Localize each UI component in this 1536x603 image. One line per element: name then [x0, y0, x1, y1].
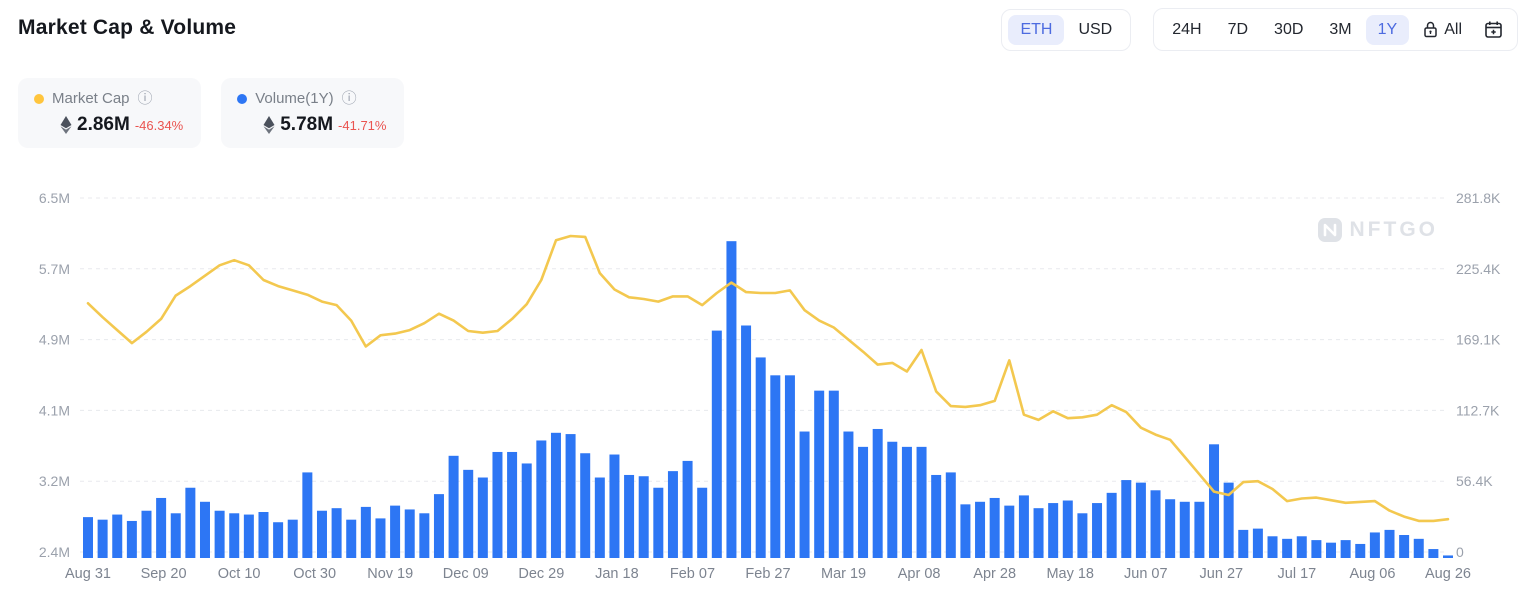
currency-usd-button[interactable]: USD: [1066, 15, 1124, 45]
legend-card-volume: Volume(1Y) ⓘ 5.78M -41.71%: [221, 78, 405, 148]
currency-eth-button[interactable]: ETH: [1008, 14, 1065, 45]
range-1y-button[interactable]: 1Y: [1365, 14, 1410, 45]
svg-text:169.1K: 169.1K: [1456, 332, 1501, 348]
calendar-plus-icon: [1484, 20, 1503, 39]
range-30d-button[interactable]: 30D: [1262, 15, 1315, 45]
svg-text:112.7K: 112.7K: [1456, 402, 1500, 418]
svg-text:Aug 31: Aug 31: [65, 566, 111, 582]
svg-text:Oct 10: Oct 10: [218, 566, 261, 582]
svg-text:5.7M: 5.7M: [39, 261, 70, 277]
svg-text:Apr 08: Apr 08: [898, 566, 941, 582]
market-cap-label: Market Cap: [52, 90, 130, 107]
svg-text:Sep 20: Sep 20: [141, 566, 187, 582]
market-cap-value: 2.86M: [77, 114, 130, 135]
market-cap-dot: [34, 93, 44, 104]
market-cap-change: -46.34%: [134, 117, 184, 133]
svg-text:Mar 19: Mar 19: [821, 566, 866, 582]
svg-text:225.4K: 225.4K: [1456, 261, 1501, 277]
range-all-label: All: [1444, 20, 1462, 38]
svg-text:Aug 06: Aug 06: [1349, 566, 1395, 582]
svg-text:Aug 26: Aug 26: [1425, 566, 1471, 582]
market-cap-info-icon[interactable]: ⓘ: [137, 90, 153, 107]
lock-icon: [1423, 21, 1438, 38]
svg-text:Jun 27: Jun 27: [1200, 566, 1244, 582]
combo-chart-canvas[interactable]: 6.5M 281.8K 5.7M 225.4K 4.9M 169.1K 4.1M 112.7K…: [0, 180, 1536, 603]
volume-info-icon[interactable]: ⓘ: [341, 90, 357, 107]
chart-legend: Market Cap ⓘ 2.86M -46.34% Volume(1Y) ⓘ: [18, 78, 405, 148]
volume-change: -41.71%: [338, 117, 387, 133]
svg-text:May 18: May 18: [1046, 566, 1094, 582]
legend-card-market-cap: Market Cap ⓘ 2.86M -46.34%: [18, 78, 202, 148]
eth-icon: [263, 116, 275, 134]
currency-toggle: ETH USD: [1001, 8, 1132, 51]
svg-text:281.8K: 281.8K: [1456, 190, 1501, 206]
svg-text:Jun 07: Jun 07: [1124, 566, 1168, 582]
range-all-button[interactable]: All: [1411, 15, 1474, 45]
svg-text:Jan 18: Jan 18: [595, 566, 639, 582]
svg-text:Jul 17: Jul 17: [1278, 566, 1317, 582]
range-24h-button[interactable]: 24H: [1160, 15, 1213, 45]
chart-header: Market Cap & Volume ETH USD 24H 7D 30D 3…: [0, 0, 1536, 60]
svg-text:Dec 29: Dec 29: [518, 566, 564, 582]
custom-date-button[interactable]: [1476, 14, 1511, 45]
volume-dot: [237, 93, 248, 104]
svg-text:56.4K: 56.4K: [1456, 473, 1493, 489]
svg-text:Feb 27: Feb 27: [745, 566, 790, 582]
svg-text:2.4M: 2.4M: [39, 544, 70, 560]
range-3m-button[interactable]: 3M: [1317, 15, 1363, 45]
svg-text:Feb 07: Feb 07: [670, 566, 715, 582]
svg-text:3.2M: 3.2M: [39, 473, 70, 489]
svg-text:0: 0: [1456, 544, 1464, 560]
volume-value: 5.78M: [280, 114, 334, 135]
header-controls: ETH USD 24H 7D 30D 3M 1Y All: [1001, 8, 1518, 51]
chart-area[interactable]: 6.5M 281.8K 5.7M 225.4K 4.9M 169.1K 4.1M 112.7K…: [0, 180, 1536, 603]
svg-text:Apr 28: Apr 28: [973, 566, 1016, 582]
eth-icon: [60, 116, 72, 134]
page-title: Market Cap & Volume: [18, 16, 237, 39]
svg-text:4.1M: 4.1M: [39, 402, 70, 418]
volume-label: Volume(1Y): [255, 90, 334, 107]
svg-text:6.5M: 6.5M: [39, 190, 70, 206]
svg-text:Oct 30: Oct 30: [293, 566, 336, 582]
svg-text:Dec 09: Dec 09: [443, 566, 489, 582]
range-7d-button[interactable]: 7D: [1216, 15, 1260, 45]
svg-text:4.9M: 4.9M: [39, 332, 70, 348]
time-range-selector: 24H 7D 30D 3M 1Y All: [1153, 8, 1518, 51]
svg-text:Nov 19: Nov 19: [367, 566, 413, 582]
